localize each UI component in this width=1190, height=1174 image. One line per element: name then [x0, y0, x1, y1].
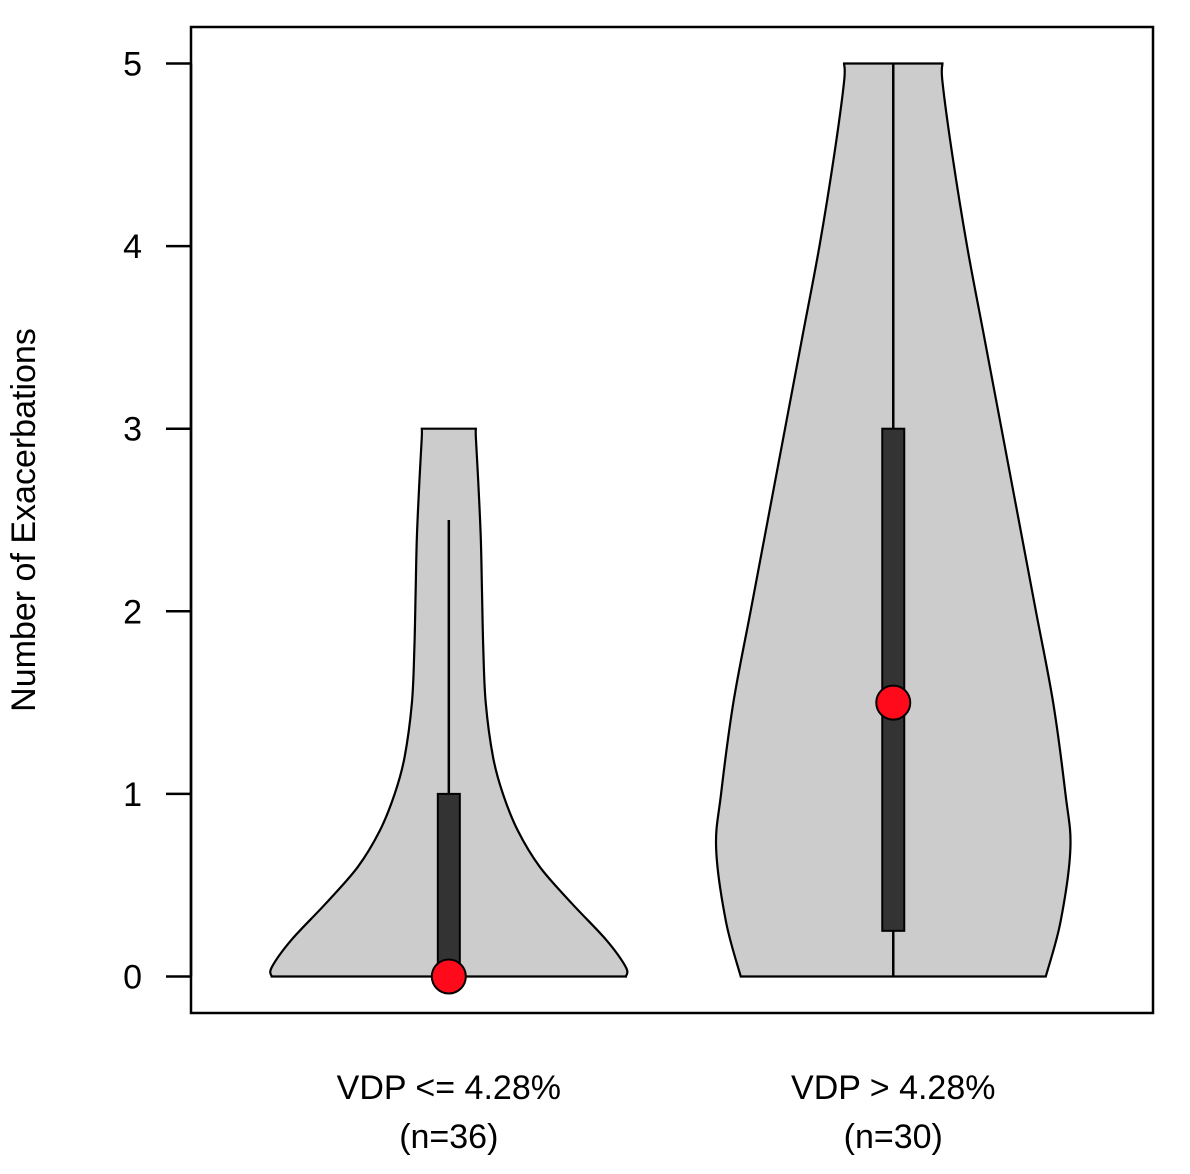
category-label: VDP <= 4.28% [337, 1069, 561, 1107]
violin-layer [269, 62, 1072, 995]
y-axis-title: Number of Exacerbations [5, 328, 43, 712]
y-axis: 0 1 2 3 4 5 [123, 46, 193, 996]
iqr-box [436, 792, 461, 978]
category-count-label: (n=30) [844, 1118, 943, 1156]
median-point [875, 684, 912, 721]
median-point [430, 958, 467, 995]
category-labels: VDP <= 4.28% (n=36) VDP > 4.28% (n=30) [337, 1069, 996, 1156]
y-tick-label: 1 [123, 776, 142, 814]
y-tick-label: 4 [123, 228, 142, 266]
y-tick-label: 3 [123, 411, 142, 449]
category-label: VDP > 4.28% [791, 1069, 995, 1107]
y-tick-label: 0 [123, 958, 142, 996]
y-tick-label: 2 [123, 593, 142, 631]
iqr-box [881, 427, 906, 932]
category-count-label: (n=36) [399, 1118, 498, 1156]
y-tick-label: 5 [123, 46, 142, 84]
